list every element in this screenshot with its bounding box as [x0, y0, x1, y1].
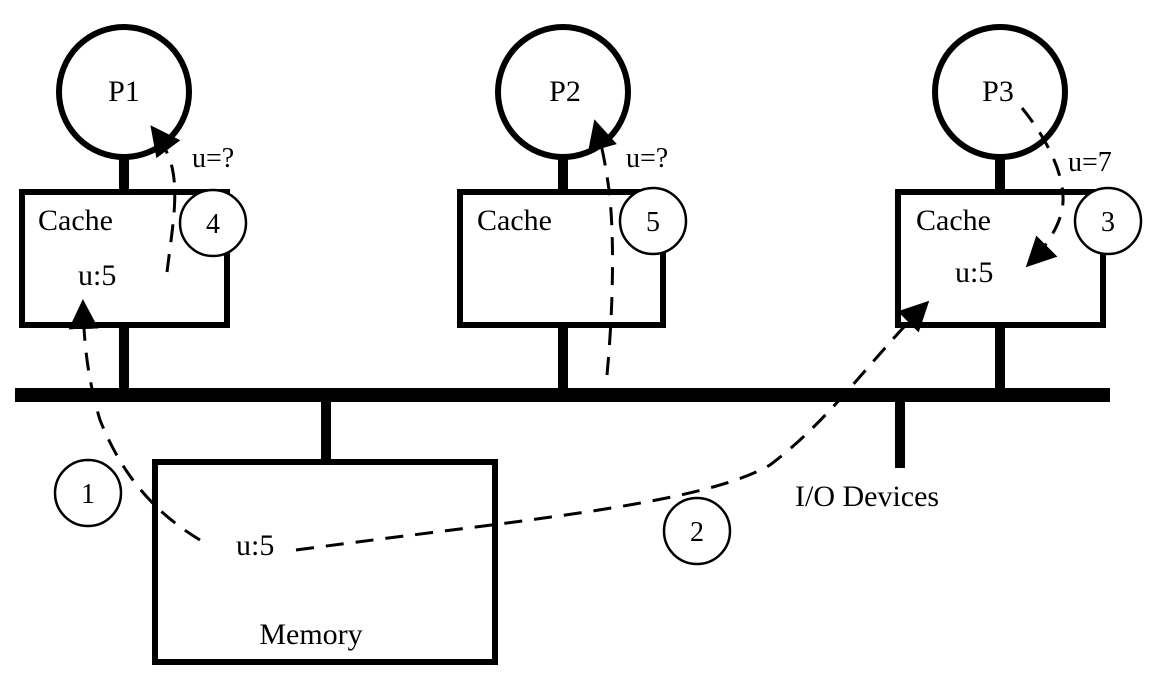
- flow-step2-memory-to-cache3: [295, 300, 930, 552]
- p2-read-value: u=?: [626, 143, 668, 174]
- cache-2-label: Cache: [477, 204, 552, 237]
- memory-group: u:5 Memory: [152, 395, 498, 665]
- cache-1-label: Cache: [38, 204, 113, 237]
- memory-label: Memory: [259, 618, 362, 651]
- step-4-label: 4: [206, 209, 220, 240]
- step-1-label: 1: [81, 479, 95, 510]
- step-3-label: 3: [1101, 207, 1115, 238]
- step-marker-3: 3: [1073, 186, 1143, 256]
- processor-p3-label: P3: [982, 75, 1014, 108]
- flow-step4-cache1-to-p1: [150, 125, 181, 273]
- processor-3-group: P3 Cache u:5 u=7: [895, 24, 1112, 395]
- io-devices-group: I/O Devices: [795, 395, 939, 513]
- cache-3-value: u:5: [955, 256, 993, 289]
- step-marker-1: 1: [53, 458, 123, 528]
- p1-read-value: u=?: [192, 143, 234, 174]
- processor-p2-label: P2: [549, 75, 581, 108]
- p3-read-value: u=7: [1068, 147, 1112, 178]
- flow-step3-p3-to-cache3: [1020, 107, 1065, 268]
- processor-p1: [56, 24, 192, 160]
- processor-p3: [932, 24, 1068, 160]
- io-devices-label: I/O Devices: [795, 480, 939, 513]
- cache-1-value: u:5: [78, 259, 116, 292]
- cache-3-label: Cache: [916, 204, 991, 237]
- flow-step1-memory-to-cache1: [68, 299, 201, 542]
- step-marker-5: 5: [618, 186, 688, 256]
- step-marker-2: 2: [662, 496, 732, 566]
- memory-value: u:5: [236, 529, 274, 562]
- step-2-label: 2: [690, 517, 704, 548]
- step-marker-4: 4: [178, 188, 248, 258]
- processor-p1-label: P1: [108, 75, 140, 108]
- step-5-label: 5: [646, 207, 660, 238]
- cache-3-box: [895, 189, 1106, 328]
- memory-box: [152, 459, 498, 665]
